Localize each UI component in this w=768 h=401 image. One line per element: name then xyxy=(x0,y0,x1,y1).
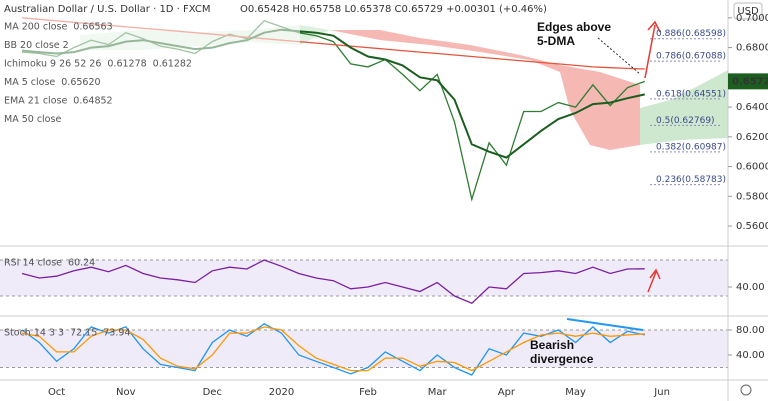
chart-title: Australian Dollar / U.S. Dollar · 1D · F… xyxy=(4,4,211,15)
x-tick-label: Dec xyxy=(203,387,222,398)
legend-value: 0.61282 xyxy=(153,59,192,70)
pane-title: Stoch 14 3 3 xyxy=(4,328,64,339)
pane-value: 60.24 xyxy=(68,258,95,269)
y-tick-label: 0.70000 xyxy=(736,13,768,24)
x-tick-label: Mar xyxy=(428,387,448,398)
x-tick-label: Nov xyxy=(116,387,136,398)
x-tick-label: Feb xyxy=(359,387,377,398)
legend-label: MA 5 close xyxy=(4,77,55,88)
legend-backdrop xyxy=(0,0,300,140)
annotation: 5-DMA xyxy=(537,34,575,48)
x-tick-label: Jun xyxy=(653,387,670,398)
pane-title: RSI 14 close xyxy=(4,258,62,269)
legend-value: 0.64852 xyxy=(73,96,112,107)
annotation: Bearish xyxy=(530,338,574,352)
currency-box xyxy=(733,2,763,20)
annotation: divergence xyxy=(530,352,594,366)
divergence-line xyxy=(566,318,644,331)
annotation: Edges above xyxy=(537,20,611,34)
ohlc: O0.65428 H0.65758 L0.65378 C0.65729 +0.0… xyxy=(240,4,547,15)
last-price-label: 0.65729 xyxy=(732,76,768,87)
y-tick-label: 40.00 xyxy=(736,350,765,361)
x-tick-label: Apr xyxy=(498,387,516,398)
series-line xyxy=(21,323,645,376)
legend-label: BB 20 close 2 xyxy=(4,40,69,51)
ichimoku-cloud-red xyxy=(330,30,640,150)
pane-value: 72.15 xyxy=(70,328,97,339)
last-price-badge xyxy=(728,73,768,90)
y-tick-label: 40.00 xyxy=(736,282,765,293)
x-tick-label: 2020 xyxy=(269,387,294,398)
annotation-pointer xyxy=(597,37,641,75)
legend-label: MA 200 close xyxy=(4,22,67,33)
legend-label: MA 50 close xyxy=(4,114,61,125)
band-fill xyxy=(0,259,728,296)
fib-label: 0.5(0.62769) xyxy=(656,116,715,126)
up-arrow xyxy=(644,20,661,79)
pane-value: 73.94 xyxy=(103,328,130,339)
x-tick-label: Oct xyxy=(48,387,65,398)
legend-value: 0.66563 xyxy=(73,22,112,33)
up-arrow xyxy=(647,268,661,293)
legend-label: Ichimoku 9 26 52 26 xyxy=(4,59,101,70)
ichimoku-cloud-green xyxy=(640,70,728,145)
y-tick-label: 80.00 xyxy=(736,325,765,336)
plot-layer xyxy=(0,17,728,376)
legend-value: 0.61278 xyxy=(107,59,146,70)
fib-label: 0.382(0.60987) xyxy=(656,142,726,152)
series-line xyxy=(21,259,645,304)
fib-label: 0.236(0.58783) xyxy=(656,175,726,185)
fib-label: 0.886(0.68598) xyxy=(656,29,726,39)
currency: USD xyxy=(737,6,759,17)
fib-label: 0.786(0.67088) xyxy=(656,52,726,62)
settings-icon[interactable] xyxy=(740,384,752,396)
x-tick-label: May xyxy=(565,387,586,398)
fib-label: 0.618(0.64551) xyxy=(656,89,726,99)
series-line xyxy=(21,326,645,372)
legend-value: 0.65620 xyxy=(61,77,100,88)
legend-label: EMA 21 close xyxy=(4,96,67,107)
